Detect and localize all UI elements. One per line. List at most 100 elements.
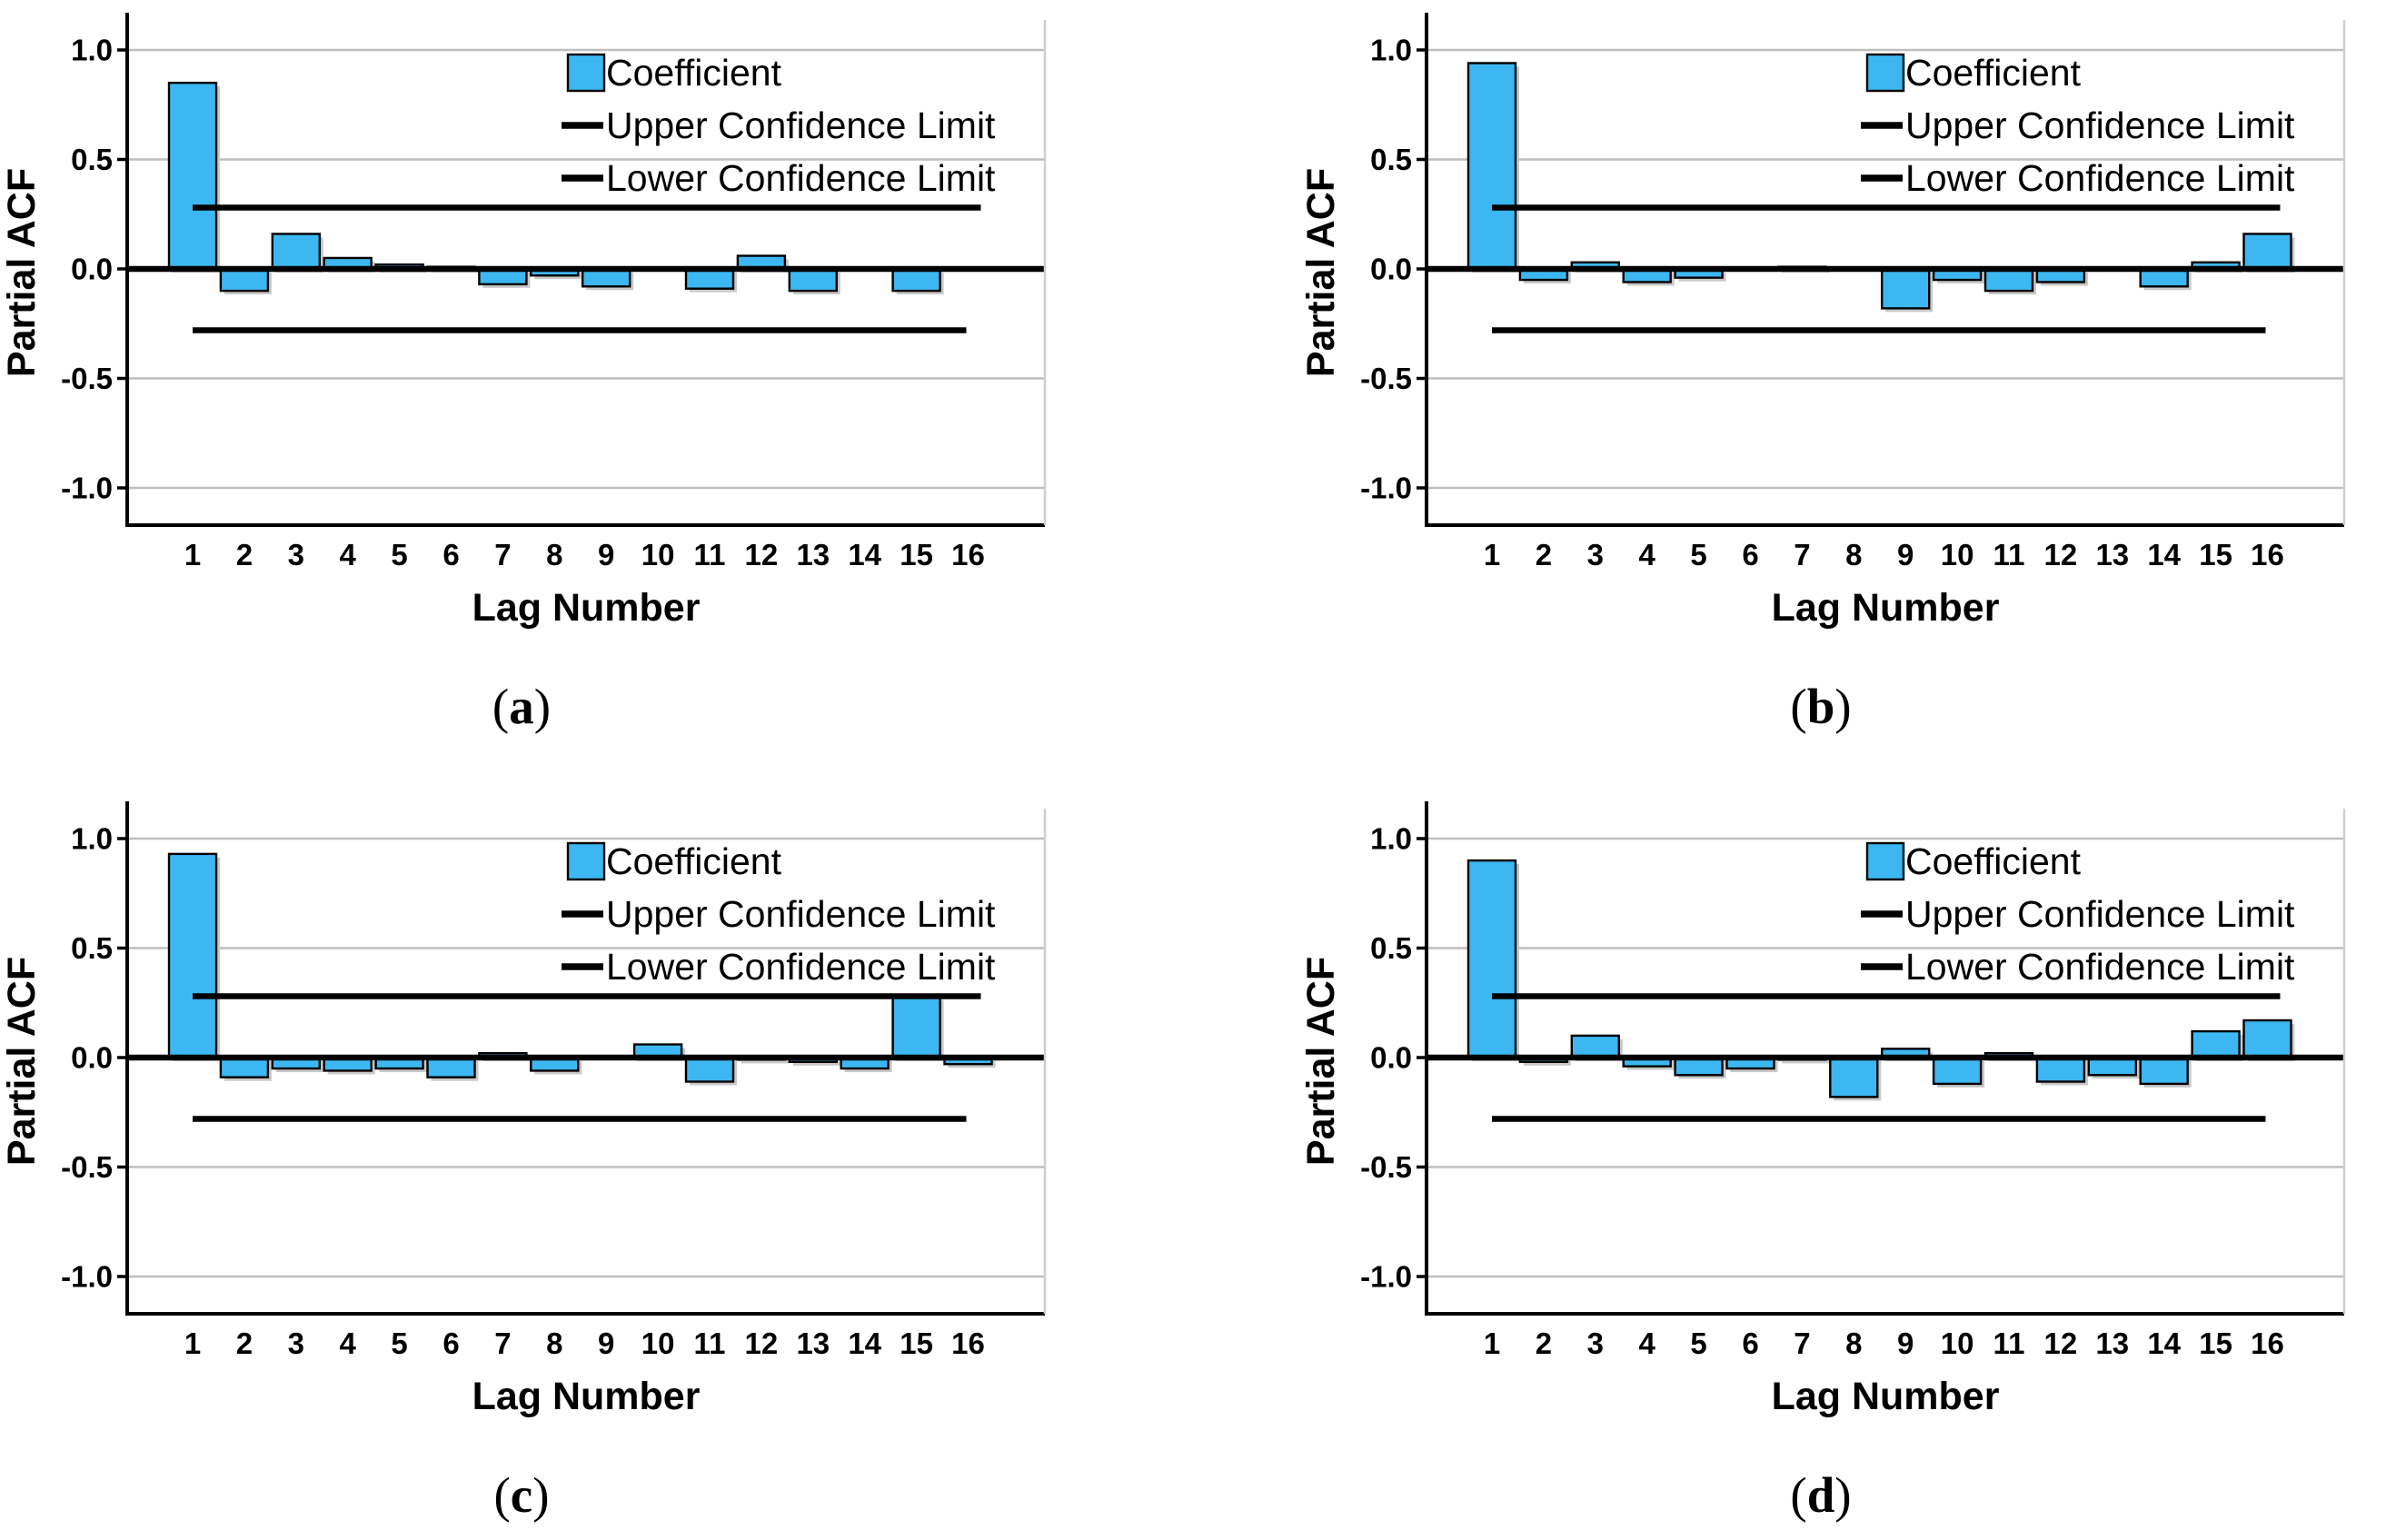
y-tick-label: 0.0 — [71, 253, 113, 286]
x-tick-label: 12 — [2044, 538, 2078, 571]
x-tick-label: 5 — [391, 1326, 407, 1360]
y-axis-title: Partial ACF — [1299, 957, 1343, 1166]
legend-label: Coefficient — [606, 52, 782, 94]
x-tick-label: 11 — [1993, 538, 2025, 571]
x-tick-label: 11 — [694, 1326, 726, 1360]
bar-lag-11 — [684, 1056, 735, 1083]
x-tick-label: 13 — [2095, 538, 2129, 571]
bar-lag-15 — [2191, 1029, 2241, 1059]
y-tick-label: -1.0 — [1360, 472, 1412, 505]
y-tick-label: 0.0 — [1370, 253, 1412, 286]
y-tick-label: -0.5 — [1360, 1150, 1412, 1184]
legend-label: Lower Confidence Limit — [1905, 946, 2295, 988]
y-axis-title: Partial ACF — [1299, 168, 1343, 377]
x-tick-label: 10 — [1941, 1326, 1974, 1360]
y-tick-label: 1.0 — [1370, 34, 1412, 67]
x-tick-label: 1 — [184, 538, 201, 571]
x-axis-title: Lag Number — [1772, 1375, 2000, 1418]
x-tick-label: 10 — [641, 538, 675, 571]
x-tick-label: 16 — [951, 538, 985, 571]
panel-caption: (a) — [492, 679, 551, 734]
y-tick-label: 0.5 — [71, 931, 113, 965]
x-tick-label: 6 — [1742, 1326, 1758, 1360]
x-tick-label: 15 — [900, 1326, 933, 1360]
x-tick-label: 5 — [391, 538, 407, 571]
x-tick-label: 15 — [2199, 1326, 2232, 1360]
panel-caption: (c) — [493, 1467, 549, 1523]
bar-lag-3 — [271, 233, 321, 271]
x-tick-label: 16 — [951, 1326, 985, 1360]
y-tick-label: 0.5 — [71, 143, 113, 176]
pacf-chart-c: 1.00.50.0-0.5-1.01 2 3 4 5 6 7 8 9 10 11 12 13 14 15 16… — [0, 801, 1047, 1523]
panel-caption-paren: ) — [532, 1467, 549, 1523]
x-tick-label: 12 — [745, 1326, 779, 1360]
x-axis-title: Lag Number — [472, 1375, 701, 1418]
panel-caption-letter: c — [511, 1467, 532, 1523]
y-axis-title: Partial ACF — [0, 168, 44, 377]
x-tick-label: 9 — [1897, 1326, 1914, 1360]
x-tick-label: 15 — [2199, 538, 2232, 571]
bar-lag-1 — [167, 852, 218, 1059]
legend-swatch-coefficient-icon — [566, 53, 606, 93]
x-tick-label: 6 — [442, 538, 459, 571]
x-tick-label: 12 — [745, 538, 779, 571]
x-tick-label: 1 — [1484, 538, 1500, 571]
pacf-panel-d: 1.0 0.5 0.0 -0.5 -1.0 1 2 3 4 5 6 7 8 9 10 11 12 13 14 15 16… — [1299, 789, 2386, 1540]
bar-shadow — [1523, 1061, 1571, 1066]
y-tick-label: -0.5 — [1360, 362, 1412, 395]
panel-caption: (d) — [1790, 1467, 1851, 1523]
x-tick-label: 9 — [598, 538, 614, 571]
y-tick-label: 0.5 — [1370, 143, 1412, 176]
x-axis-title: Lag Number — [472, 586, 701, 630]
x-tick-label: 15 — [900, 538, 933, 571]
bar-lag-1 — [1466, 62, 1517, 271]
x-tick-label: 7 — [494, 1326, 511, 1360]
legend-swatch-coefficient-icon — [1865, 841, 1905, 881]
x-tick-label: 4 — [340, 538, 357, 571]
x-tick-label: 16 — [2251, 1326, 2284, 1360]
legend-label: Lower Confidence Limit — [606, 946, 996, 988]
bar-shadow — [741, 1061, 789, 1064]
x-tick-label: 13 — [796, 538, 830, 571]
panel-caption-paren: ( — [1790, 679, 1806, 734]
x-tick-label: 14 — [2147, 1326, 2181, 1360]
bar-shadow — [792, 1061, 840, 1066]
x-tick-label: 4 — [1639, 538, 1656, 571]
bar-lag-15 — [891, 995, 941, 1059]
x-tick-label: 2 — [236, 538, 253, 571]
pacf-chart-d: 1.00.50.0-0.5-1.01 2 3 4 5 6 7 8 9 10 11 12 13 14 15 16… — [1299, 801, 2346, 1523]
legend-label: Upper Confidence Limit — [606, 893, 996, 935]
bar-lag-12 — [2035, 1056, 2086, 1083]
bar-lag-10 — [1932, 1056, 1983, 1086]
y-tick-label: 0.0 — [71, 1041, 113, 1075]
legend-label: Lower Confidence Limit — [606, 157, 996, 199]
legend-label: Coefficient — [1905, 840, 2082, 882]
bar-lag-13 — [788, 267, 838, 293]
x-tick-label: 2 — [1536, 538, 1552, 571]
bar-lag-1 — [167, 81, 218, 271]
x-tick-label: 10 — [641, 1326, 675, 1360]
pacf-panel-b: 1.0 0.5 0.0 -0.5 -1.0 1 2 3 4 5 6 7 8 9 10 11 12 13 14 15 16… — [1299, 0, 2386, 786]
panel-caption-paren: ( — [492, 679, 509, 734]
bar-lag-16 — [2242, 233, 2292, 271]
x-tick-label: 8 — [1845, 1326, 1862, 1360]
panel-caption-paren: ( — [1790, 1467, 1806, 1523]
panel-caption-paren: ) — [1834, 679, 1851, 734]
x-tick-label: 14 — [848, 538, 881, 571]
y-tick-label: -0.5 — [61, 1150, 113, 1184]
x-tick-label: 5 — [1690, 1326, 1706, 1360]
x-tick-label: 5 — [1690, 538, 1706, 571]
y-tick-label: 1.0 — [1370, 822, 1412, 856]
legend-label: Lower Confidence Limit — [1905, 157, 2295, 199]
x-tick-label: 8 — [546, 538, 562, 571]
x-tick-label: 7 — [1794, 538, 1810, 571]
panel-caption-letter: b — [1807, 679, 1835, 734]
x-tick-label: 1 — [184, 1326, 201, 1360]
bar-lag-8 — [1829, 1056, 1879, 1098]
legend-label: Coefficient — [606, 840, 782, 882]
bar-lag-9 — [1881, 267, 1931, 310]
y-tick-label: 1.0 — [71, 34, 113, 67]
x-tick-label: 8 — [1845, 538, 1862, 571]
x-tick-label: 3 — [288, 538, 304, 571]
